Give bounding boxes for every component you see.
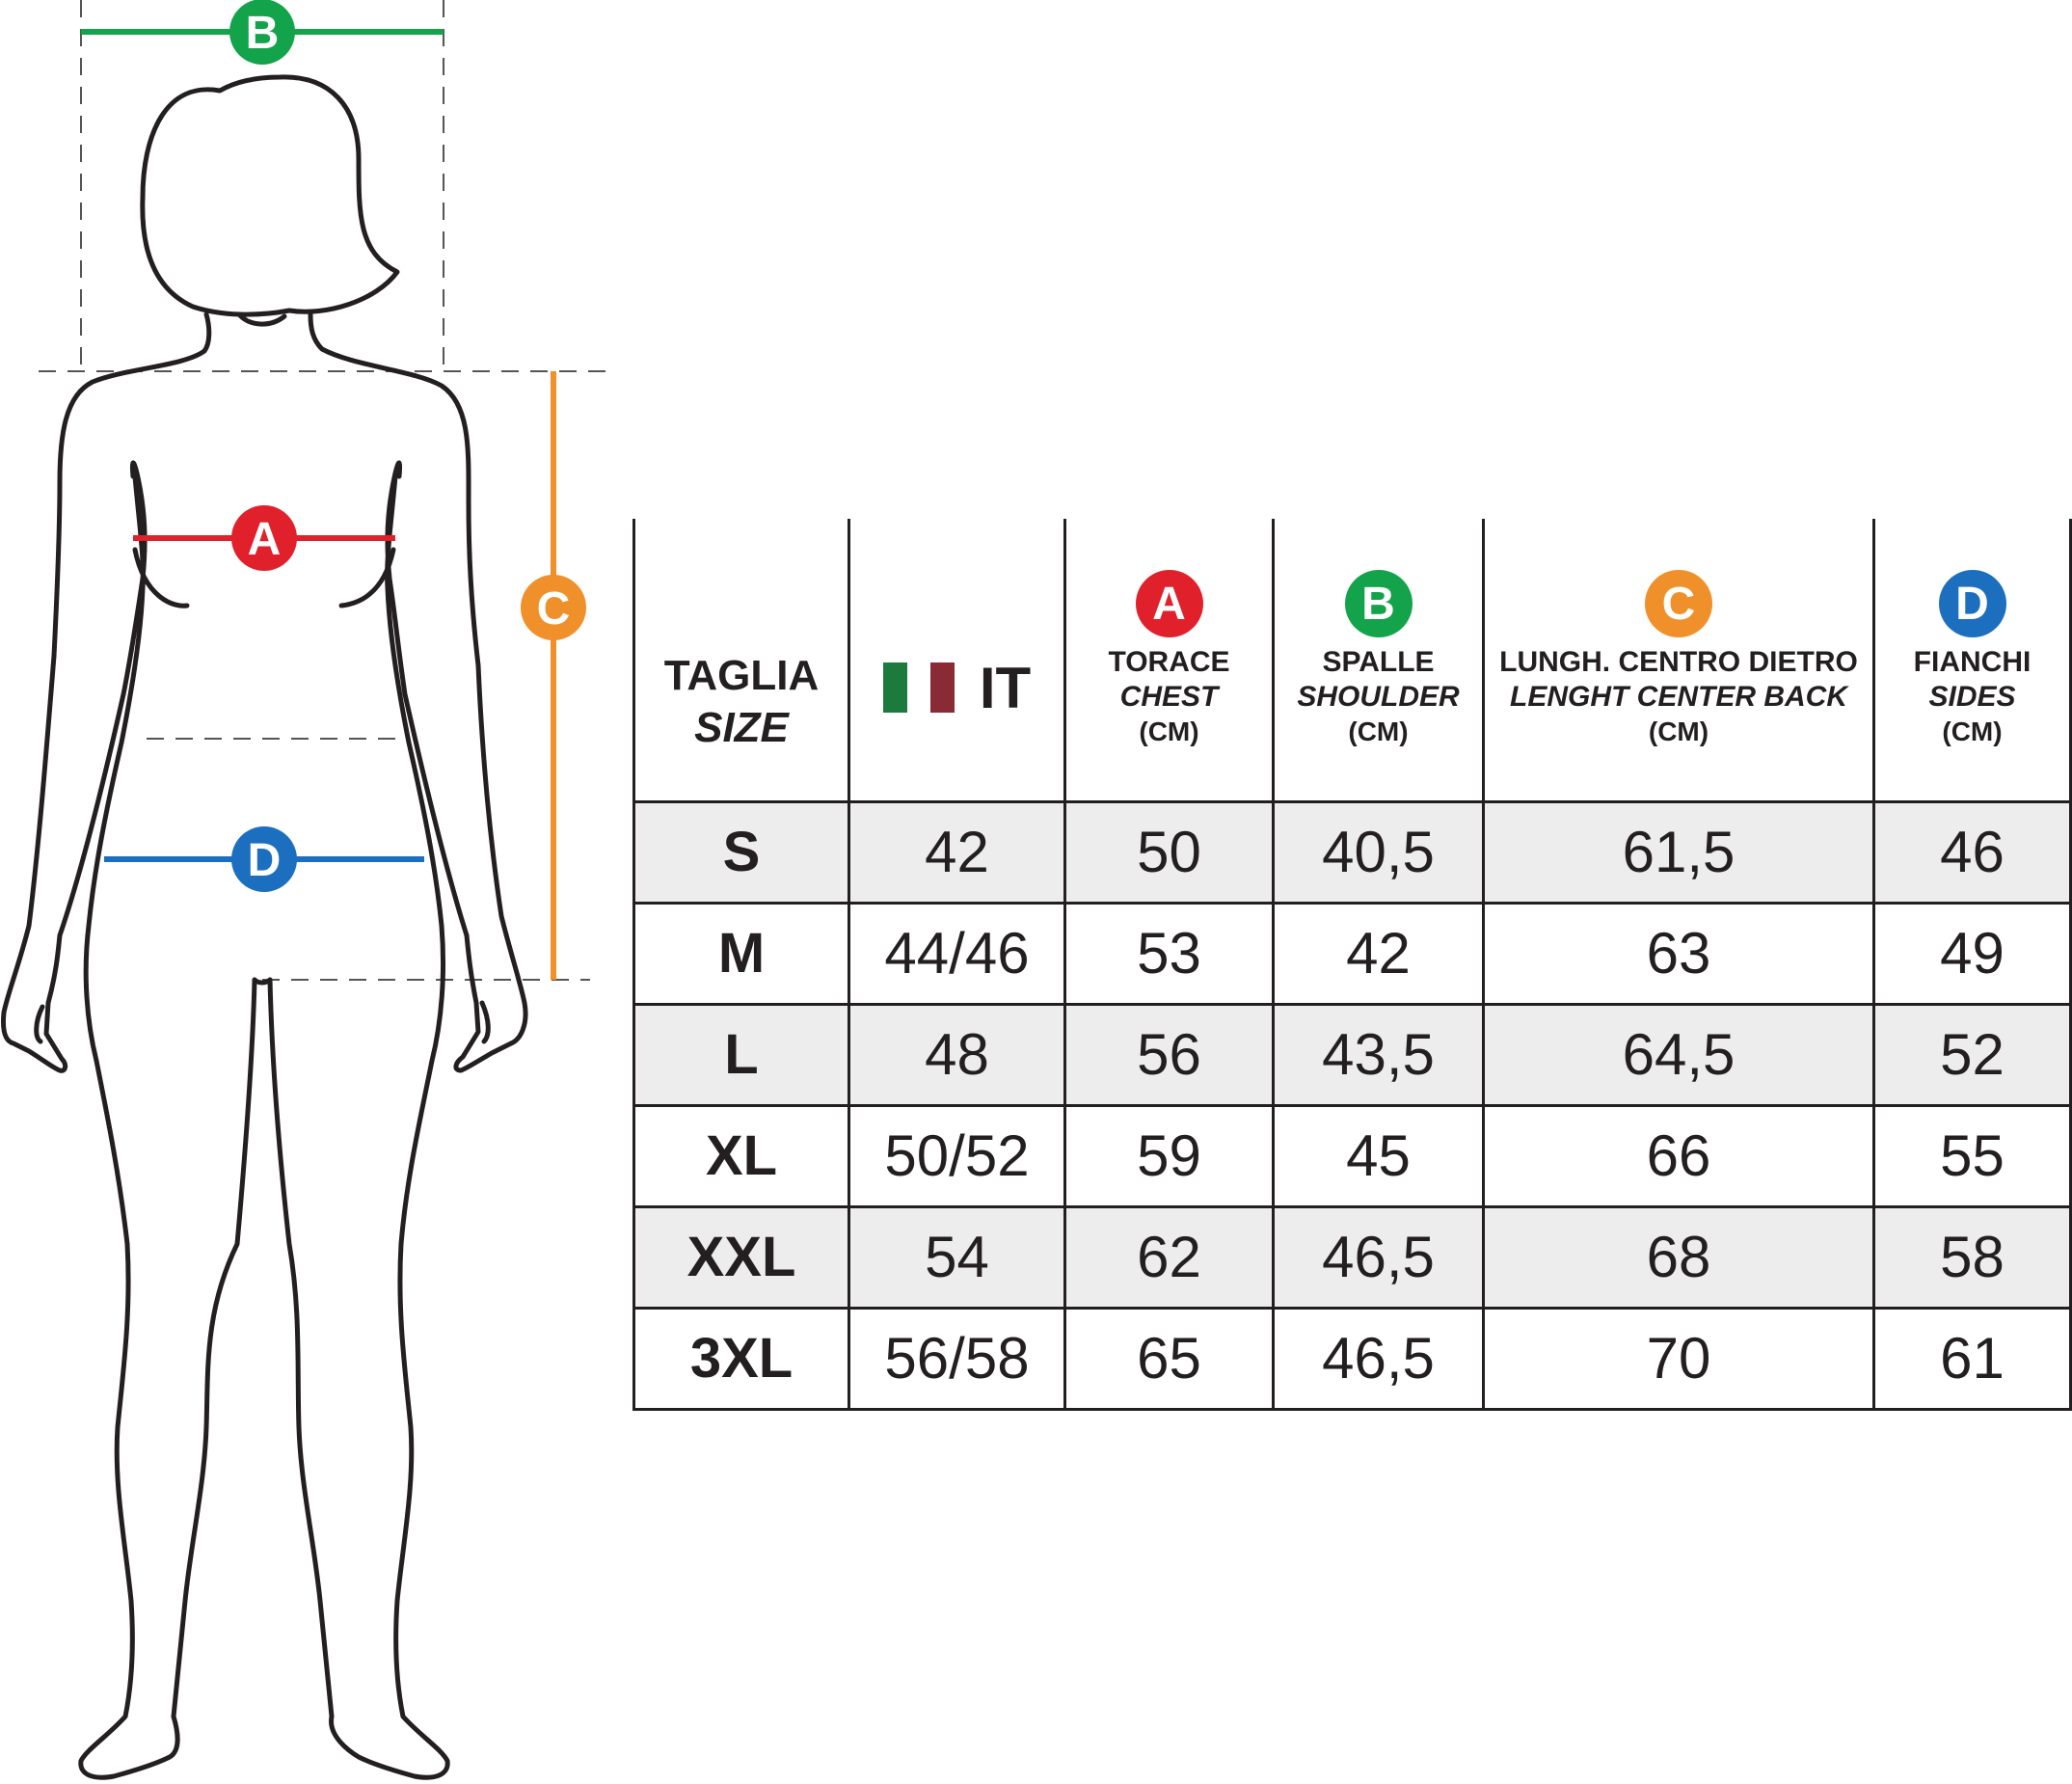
measure-b-line: B xyxy=(81,0,444,65)
chest-cell: 53 xyxy=(1063,903,1275,1006)
table-row: XXL 54 62 46,5 68 58 xyxy=(632,1206,2072,1310)
sides-header-unit: (CM) xyxy=(1942,716,2003,746)
it-cell: 42 xyxy=(848,801,1066,905)
it-header-label: IT xyxy=(979,655,1032,720)
measure-a-line: A xyxy=(133,505,395,571)
badge-b-icon: B xyxy=(1344,570,1413,637)
it-cell: 50/52 xyxy=(848,1105,1066,1208)
table-row: XL 50/52 59 45 66 55 xyxy=(632,1105,2072,1208)
shoulder-header-sub: SHOULDER xyxy=(1297,681,1460,713)
it-cell: 48 xyxy=(848,1004,1066,1107)
measure-c-label: C xyxy=(537,583,571,635)
shoulder-header-unit: (CM) xyxy=(1348,716,1409,746)
measure-d-label: D xyxy=(248,835,282,886)
sides-cell: 55 xyxy=(1872,1105,2072,1208)
length-column-header: C LUNGH. CENTRO DIETRO LENGHT CENTER BAC… xyxy=(1482,519,1875,803)
it-cell: 54 xyxy=(848,1206,1066,1310)
chest-cell: 59 xyxy=(1063,1105,1275,1208)
sides-cell: 52 xyxy=(1872,1004,2072,1107)
chest-header-unit: (CM) xyxy=(1139,716,1199,746)
size-cell: S xyxy=(632,801,850,905)
table-row: M 44/46 53 42 63 49 xyxy=(632,903,2072,1006)
it-cell: 56/58 xyxy=(848,1308,1066,1411)
it-column-header: IT xyxy=(848,519,1066,803)
shoulder-cell: 46,5 xyxy=(1272,1308,1485,1411)
shoulder-cell: 40,5 xyxy=(1272,801,1485,905)
it-cell: 44/46 xyxy=(848,903,1066,1006)
size-column-header: TAGLIA SIZE xyxy=(632,519,850,803)
sides-cell: 58 xyxy=(1872,1206,2072,1310)
table-row: S 42 50 40,5 61,5 46 xyxy=(632,801,2072,905)
size-cell: XXL xyxy=(632,1206,850,1310)
chest-header-main: TORACE xyxy=(1108,646,1230,678)
measure-a-label: A xyxy=(248,514,282,565)
size-cell: M xyxy=(632,903,850,1006)
table-header-row: TAGLIA SIZE IT A TORACE CHEST (CM) B SP xyxy=(632,519,2072,803)
shoulder-cell: 45 xyxy=(1272,1105,1485,1208)
guide-lines xyxy=(39,0,617,981)
body-silhouette xyxy=(1,74,528,1780)
badge-a-icon: A xyxy=(1135,570,1203,637)
length-cell: 64,5 xyxy=(1482,1004,1875,1107)
size-cell: XL xyxy=(632,1105,850,1208)
length-header-sub: LENGHT CENTER BACK xyxy=(1510,681,1847,713)
sides-cell: 49 xyxy=(1872,903,2072,1006)
chest-cell: 65 xyxy=(1063,1308,1275,1411)
size-cell: L xyxy=(632,1004,850,1107)
shoulder-column-header: B SPALLE SHOULDER (CM) xyxy=(1272,519,1485,803)
size-cell: 3XL xyxy=(632,1308,850,1411)
measure-d-line: D xyxy=(104,826,424,892)
sides-column-header: D FIANCHI SIDES (CM) xyxy=(1872,519,2072,803)
chest-cell: 56 xyxy=(1063,1004,1275,1107)
table-row: L 48 56 43,5 64,5 52 xyxy=(632,1004,2072,1107)
badge-d-icon: D xyxy=(1938,570,2006,637)
chest-cell: 62 xyxy=(1063,1206,1275,1310)
measure-b-label: B xyxy=(246,8,280,59)
size-chart-table: TAGLIA SIZE IT A TORACE CHEST (CM) B SP xyxy=(632,519,2072,1411)
size-header-main: TAGLIA xyxy=(663,652,820,699)
sides-header-sub: SIDES xyxy=(1928,681,2016,713)
shoulder-header-main: SPALLE xyxy=(1322,646,1435,678)
length-header-main: LUNGH. CENTRO DIETRO xyxy=(1499,646,1858,678)
length-cell: 66 xyxy=(1482,1105,1875,1208)
length-header-unit: (CM) xyxy=(1648,716,1709,746)
length-cell: 70 xyxy=(1482,1308,1875,1411)
italy-flag-icon xyxy=(882,662,955,713)
chest-cell: 50 xyxy=(1063,801,1275,905)
measure-c-line: C xyxy=(521,371,586,980)
length-cell: 61,5 xyxy=(1482,801,1875,905)
badge-c-icon: C xyxy=(1645,570,1712,637)
sides-cell: 46 xyxy=(1872,801,2072,905)
chest-column-header: A TORACE CHEST (CM) xyxy=(1063,519,1275,803)
length-cell: 68 xyxy=(1482,1206,1875,1310)
shoulder-cell: 43,5 xyxy=(1272,1004,1485,1107)
length-cell: 63 xyxy=(1482,903,1875,1006)
sides-cell: 61 xyxy=(1872,1308,2072,1411)
shoulder-cell: 42 xyxy=(1272,903,1485,1006)
sides-header-main: FIANCHI xyxy=(1913,646,2032,678)
size-header-sub: SIZE xyxy=(694,704,789,751)
chest-header-sub: CHEST xyxy=(1119,681,1219,713)
table-row: 3XL 56/58 65 46,5 70 61 xyxy=(632,1308,2072,1411)
shoulder-cell: 46,5 xyxy=(1272,1206,1485,1310)
